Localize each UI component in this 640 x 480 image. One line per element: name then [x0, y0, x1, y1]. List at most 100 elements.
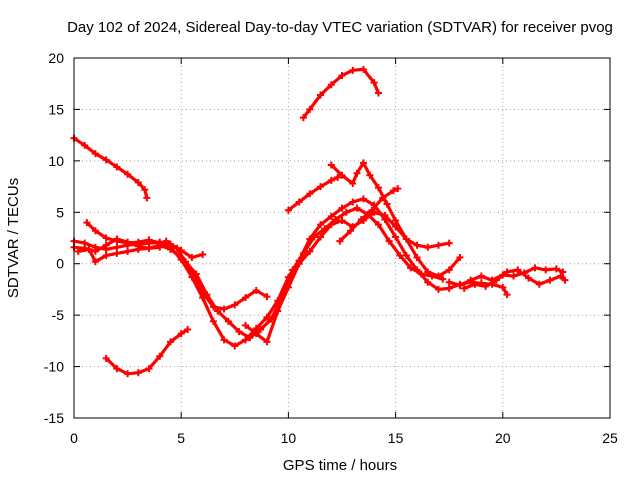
- data-point: [334, 173, 342, 181]
- data-point: [413, 254, 421, 262]
- data-point: [192, 270, 200, 278]
- data-point: [424, 268, 432, 276]
- data-point: [263, 313, 271, 321]
- series-line: [338, 187, 400, 243]
- data-point: [445, 284, 453, 292]
- data-area: [70, 65, 569, 378]
- data-point: [413, 241, 421, 249]
- data-point: [173, 244, 181, 252]
- data-point: [317, 221, 325, 229]
- data-point: [143, 194, 151, 202]
- data-point: [417, 270, 425, 278]
- data-point: [338, 71, 346, 79]
- data-point: [374, 89, 382, 97]
- data-point: [113, 243, 121, 251]
- data-point: [434, 272, 442, 280]
- plot-frame: [73, 57, 611, 419]
- data-point: [91, 227, 99, 235]
- axis-ticks: 0 5 10 15 20 25 -15 -10 -5 0 5 10 15 20: [44, 50, 618, 446]
- data-point: [445, 239, 453, 247]
- data-point: [368, 206, 376, 214]
- data-point: [456, 281, 464, 289]
- data-point: [338, 171, 346, 179]
- series-track-6: [242, 208, 453, 346]
- x-tick-label: 10: [281, 430, 297, 446]
- data-point: [113, 163, 121, 171]
- data-point: [145, 244, 153, 252]
- data-point: [389, 187, 397, 195]
- data-point: [242, 336, 250, 344]
- x-axis-label: GPS time / hours: [283, 457, 397, 474]
- data-point: [102, 354, 110, 362]
- data-point: [310, 233, 318, 241]
- y-tick-label: 20: [48, 50, 64, 66]
- data-point: [263, 293, 271, 301]
- series-track-10: [336, 185, 402, 245]
- data-point: [188, 273, 196, 281]
- x-tick-label: 5: [177, 430, 185, 446]
- x-tick-label: 0: [70, 430, 78, 446]
- data-point: [156, 352, 164, 360]
- data-point: [349, 66, 357, 74]
- data-point: [74, 247, 82, 255]
- data-point: [134, 238, 142, 246]
- data-point: [445, 278, 453, 286]
- data-point: [499, 283, 507, 291]
- data-point: [402, 251, 410, 259]
- data-point: [374, 184, 382, 192]
- data-point: [396, 251, 404, 259]
- data-point: [124, 247, 132, 255]
- data-point: [407, 264, 415, 272]
- series-track-5: [74, 204, 447, 342]
- data-point: [81, 141, 89, 149]
- data-point: [224, 317, 232, 325]
- series-track-13: [460, 266, 569, 292]
- data-point: [102, 251, 110, 259]
- data-point: [439, 275, 447, 283]
- y-tick-label: 5: [56, 204, 64, 220]
- data-point: [492, 276, 500, 284]
- data-point: [357, 215, 365, 223]
- data-point: [162, 237, 170, 245]
- data-point: [383, 200, 391, 208]
- series-track-7: [284, 173, 342, 214]
- data-point: [385, 237, 393, 245]
- data-point: [317, 91, 325, 99]
- data-point: [199, 250, 207, 258]
- data-point: [252, 286, 260, 294]
- data-point: [91, 150, 99, 158]
- y-tick-label: -10: [44, 359, 64, 375]
- data-point: [392, 217, 400, 225]
- data-point: [83, 219, 91, 227]
- data-point: [359, 195, 367, 203]
- data-point: [338, 217, 346, 225]
- series-line: [243, 210, 451, 344]
- data-point: [134, 245, 142, 253]
- series-line: [104, 327, 190, 376]
- data-point: [445, 266, 453, 274]
- data-point: [102, 241, 110, 249]
- data-point: [306, 105, 314, 113]
- series-track-9: [327, 159, 464, 280]
- data-point: [102, 156, 110, 164]
- chart-title: Day 102 of 2024, Sidereal Day-to-day VTE…: [67, 19, 613, 36]
- data-point: [514, 266, 522, 274]
- data-point: [85, 245, 93, 253]
- data-point: [242, 321, 250, 329]
- y-tick-label: 10: [48, 153, 64, 169]
- data-point: [510, 272, 518, 280]
- data-point: [424, 243, 432, 251]
- data-point: [392, 233, 400, 241]
- data-point: [338, 204, 346, 212]
- data-point: [353, 169, 361, 177]
- data-point: [503, 291, 511, 299]
- data-point: [327, 221, 335, 229]
- data-point: [327, 176, 335, 184]
- x-tick-label: 20: [495, 430, 511, 446]
- data-point: [124, 170, 132, 178]
- data-point: [166, 338, 174, 346]
- data-point: [374, 221, 382, 229]
- data-point: [467, 276, 475, 284]
- data-point: [299, 114, 307, 122]
